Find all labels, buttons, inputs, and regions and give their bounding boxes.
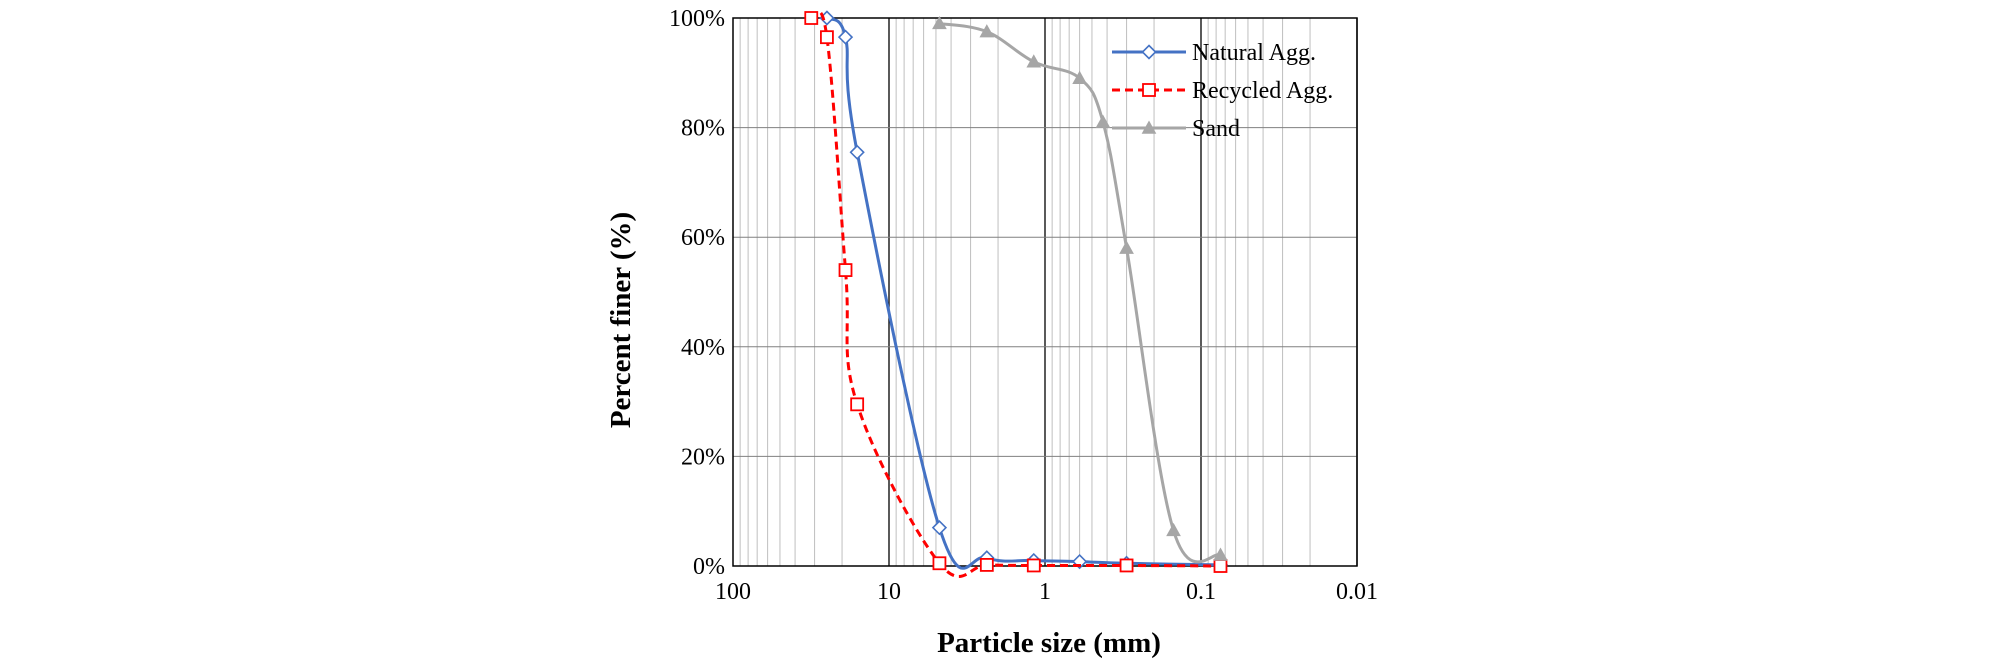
legend: Natural Agg. Recycled Agg. Sand (1112, 40, 1333, 142)
square-marker (1213, 559, 1228, 573)
triangle-marker (979, 24, 995, 38)
square-marker (979, 558, 994, 572)
square-marker (838, 263, 853, 277)
legend-triangle-marker (1141, 120, 1157, 134)
triangle-marker (932, 15, 947, 30)
x-axis-title: Particle size (mm) (937, 627, 1161, 659)
x-tick-label: 100 (715, 579, 751, 605)
square-marker (1119, 558, 1134, 573)
square-marker (804, 11, 819, 25)
triangle-marker (1119, 240, 1134, 254)
series-line (825, 16, 1221, 570)
y-axis-title: Percent finer (%) (605, 212, 637, 428)
triangle-marker (1095, 114, 1111, 128)
series-line (809, 10, 1221, 578)
tick-labels: 100 10 1 0.1 0.01 0% 20% 40% 60% 80% 100% (669, 6, 1378, 605)
plot-frame (732, 17, 1358, 567)
x-tick-label: 1 (1039, 579, 1051, 605)
square-marker (1026, 558, 1041, 573)
legend-label: Sand (1192, 116, 1240, 142)
legend-label: Recycled Agg. (1192, 78, 1333, 104)
square-marker (850, 397, 865, 412)
legend-diamond-marker (1141, 44, 1157, 60)
triangle-marker (1166, 522, 1181, 537)
triangle-marker (1072, 70, 1087, 84)
y-tick-label: 60% (681, 225, 725, 251)
y-tick-label: 0% (693, 554, 725, 580)
y-tick-label: 40% (681, 335, 725, 361)
square-marker (932, 556, 947, 571)
x-tick-label: 0.1 (1186, 579, 1216, 605)
grid-lines (733, 17, 1358, 567)
y-tick-label: 80% (681, 116, 725, 142)
y-tick-label: 100% (669, 6, 725, 32)
triangle-marker (1026, 54, 1042, 68)
diamond-marker (931, 520, 948, 536)
x-tick-label: 0.01 (1336, 579, 1378, 605)
y-tick-label: 20% (681, 444, 725, 470)
x-tick-label: 10 (877, 579, 901, 605)
legend-label: Natural Agg. (1192, 40, 1316, 66)
legend-square-marker (1142, 83, 1156, 97)
diamond-marker (849, 144, 865, 160)
series-recycled-agg (804, 10, 1228, 578)
triangle-marker (1213, 547, 1228, 561)
series-sand (932, 15, 1228, 564)
series-natural-agg (819, 10, 1229, 573)
diamond-marker (837, 29, 854, 45)
series-layer (804, 10, 1229, 578)
square-marker (820, 30, 834, 45)
